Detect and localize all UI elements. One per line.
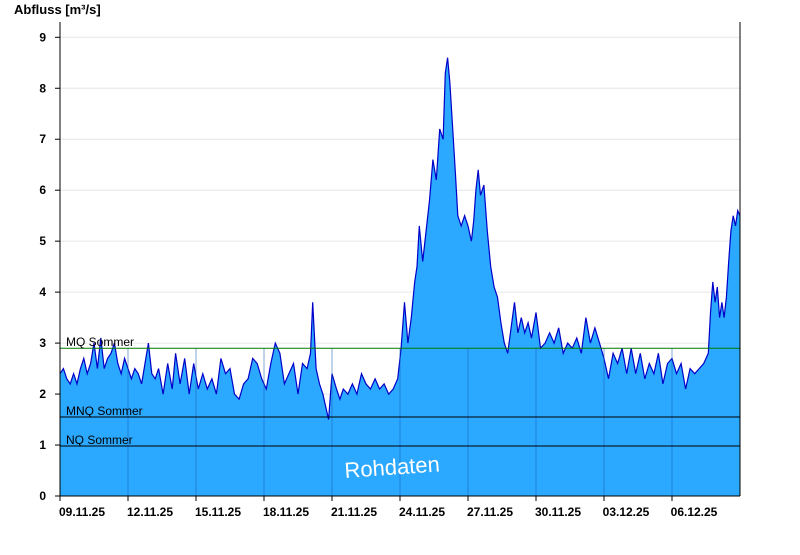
x-tick-label: 03.12.25 [603,505,650,519]
y-tick-labels: 0 1 2 3 4 5 6 7 8 9 [39,30,60,503]
x-tick-label: 24.11.25 [399,505,445,519]
series-line [59,57,741,420]
series-area [60,57,740,496]
y-tick-label: 6 [39,183,46,197]
y-tick-label: 7 [39,132,46,146]
reference-line-label: NQ Sommer [66,433,133,447]
y-tick-label: 9 [39,30,46,44]
y-tick-label: 1 [39,438,46,452]
reference-lines: MQ Sommer MNQ Sommer NQ Sommer [60,335,740,447]
series-layer [59,57,741,496]
x-tick-label: 09.11.25 [59,505,105,519]
x-tick-label: 18.11.25 [263,505,309,519]
x-tick-label: 12.11.25 [127,505,173,519]
y-axis-label: Abfluss [m³/s] [14,2,101,17]
y-tick-label: 0 [39,489,46,503]
x-tick-label: 15.11.25 [195,505,241,519]
x-tick-label: 21.11.25 [331,505,377,519]
reference-line-label: MNQ Sommer [66,404,143,418]
x-tick-label: 27.11.25 [467,505,513,519]
y-tick-label: 3 [39,336,46,350]
y-tick-label: 5 [39,234,46,248]
y-tick-label: 8 [39,81,46,95]
x-tick-labels: 09.11.25 12.11.25 15.11.25 18.11.25 21.11.25… [59,496,718,519]
y-tick-label: 2 [39,387,46,401]
x-tick-label: 30.11.25 [535,505,581,519]
y-tick-label: 4 [39,285,46,299]
x-tick-label: 06.12.25 [671,505,718,519]
reference-line-label: MQ Sommer [66,335,134,349]
